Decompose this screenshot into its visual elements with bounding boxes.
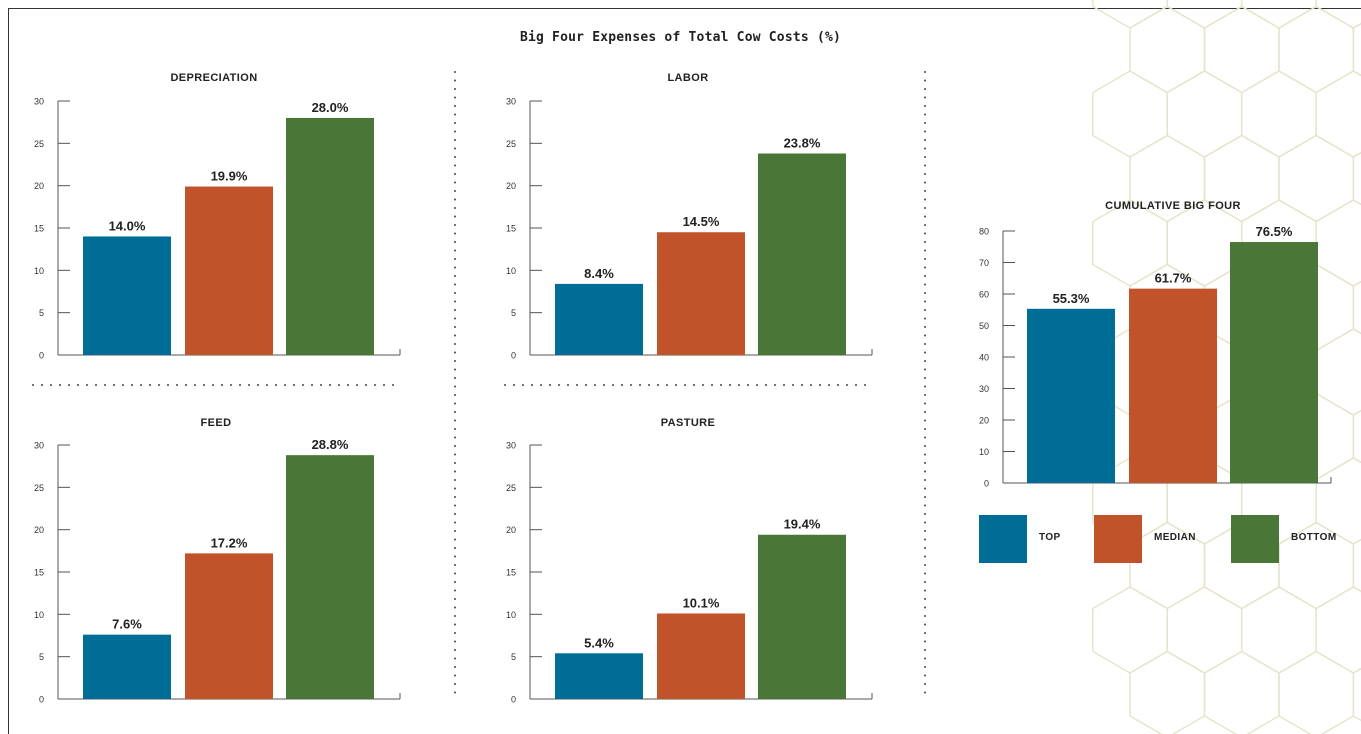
bar-bottom — [286, 117, 374, 355]
y-tick-label: 30 — [34, 97, 44, 107]
y-tick-label: 15 — [34, 568, 44, 578]
chart-pasture: PASTURE 0 5 10 15 20 25 30 5.4% 10.1% 19.4% — [506, 417, 873, 705]
y-tick-label: 20 — [506, 181, 516, 191]
data-label-bottom: 28.8% — [312, 437, 349, 452]
figure-title: Big Four Expenses of Total Cow Costs (%) — [519, 30, 842, 45]
chart-depreciation: DEPRECIATION 0 5 10 15 20 25 30 14.0% 19.9% 28.0% — [34, 72, 401, 361]
chart-feed: FEED 0 5 10 15 20 25 30 7.6% 17.2% 28.8% — [34, 417, 401, 705]
bar-median — [185, 553, 273, 699]
bar-median — [657, 613, 745, 699]
legend-swatch-median — [1094, 515, 1142, 563]
y-tick-label: 80 — [979, 227, 989, 237]
data-label-top: 55.3% — [1053, 291, 1090, 306]
y-tick-label: 30 — [979, 384, 989, 394]
bar-top — [1027, 308, 1115, 483]
bar-top — [555, 283, 643, 355]
data-label-bottom: 23.8% — [784, 135, 821, 150]
y-tick-label: 0 — [984, 479, 989, 489]
y-tick-label: 15 — [34, 224, 44, 234]
legend-swatch-bottom — [1231, 515, 1279, 563]
y-tick-label: 0 — [39, 695, 44, 705]
data-label-top: 7.6% — [112, 617, 142, 632]
hexagon-shape — [1352, 667, 1361, 722]
y-tick-label: 20 — [34, 525, 44, 535]
y-tick-label: 10 — [506, 266, 516, 276]
data-label-median: 17.2% — [211, 535, 248, 550]
y-tick-label: 5 — [39, 652, 44, 662]
y-tick-label: 50 — [979, 321, 989, 331]
figure-frame — [8, 8, 1361, 734]
bar-bottom — [1230, 242, 1318, 483]
data-label-median: 10.1% — [683, 595, 720, 610]
y-tick-label: 70 — [979, 258, 989, 268]
y-tick-label: 20 — [979, 416, 989, 426]
data-label-bottom: 76.5% — [1256, 224, 1293, 239]
chart-title: PASTURE — [661, 417, 716, 429]
bar-bottom — [286, 455, 374, 699]
bar-top — [83, 634, 171, 699]
data-label-top: 8.4% — [584, 266, 614, 281]
data-label-median: 61.7% — [1155, 271, 1192, 286]
y-tick-label: 5 — [511, 308, 516, 318]
y-tick-label: 10 — [34, 266, 44, 276]
y-tick-label: 60 — [979, 290, 989, 300]
data-label-bottom: 28.0% — [312, 100, 349, 115]
legend-label-top: TOP — [1039, 532, 1061, 543]
y-tick-label: 25 — [506, 483, 516, 493]
y-tick-label: 15 — [506, 224, 516, 234]
bar-median — [185, 186, 273, 355]
y-tick-label: 30 — [34, 441, 44, 451]
chart-title: FEED — [201, 417, 232, 429]
y-tick-label: 30 — [506, 97, 516, 107]
data-label-top: 14.0% — [109, 218, 146, 233]
chart-title: LABOR — [667, 72, 708, 84]
y-tick-label: 0 — [511, 695, 516, 705]
data-label-median: 14.5% — [683, 214, 720, 229]
y-tick-label: 40 — [979, 353, 989, 363]
y-tick-label: 30 — [506, 441, 516, 451]
data-label-median: 19.9% — [211, 169, 248, 184]
y-tick-label: 5 — [39, 308, 44, 318]
y-tick-label: 5 — [511, 652, 516, 662]
bar-median — [1129, 288, 1217, 483]
legend-swatch-top — [979, 515, 1027, 563]
y-tick-label: 25 — [34, 139, 44, 149]
bar-bottom — [758, 153, 846, 355]
y-tick-label: 10 — [34, 610, 44, 620]
data-label-top: 5.4% — [584, 635, 614, 650]
y-tick-label: 25 — [34, 483, 44, 493]
y-tick-label: 0 — [511, 351, 516, 361]
chart-cumulative: CUMULATIVE BIG FOUR 0 10 20 30 40 50 60 70 80 55.3… — [979, 200, 1332, 489]
y-tick-label: 15 — [506, 568, 516, 578]
chart-title: CUMULATIVE BIG FOUR — [1105, 200, 1241, 212]
legend-label-median: MEDIAN — [1154, 532, 1196, 543]
y-tick-label: 0 — [39, 351, 44, 361]
y-tick-label: 20 — [34, 181, 44, 191]
bar-top — [83, 236, 171, 355]
y-tick-label: 10 — [979, 447, 989, 457]
y-tick-label: 10 — [506, 610, 516, 620]
y-tick-label: 20 — [506, 525, 516, 535]
legend-label-bottom: BOTTOM — [1291, 532, 1337, 543]
dotted-separators — [32, 71, 926, 701]
data-label-bottom: 19.4% — [784, 517, 821, 532]
chart-title: DEPRECIATION — [170, 72, 257, 84]
chart-labor: LABOR 0 5 10 15 20 25 30 8.4% 14.5% 23.8% — [506, 72, 873, 361]
y-tick-label: 25 — [506, 139, 516, 149]
bar-top — [555, 653, 643, 699]
bar-median — [657, 232, 745, 355]
legend: TOP MEDIAN BOTTOM — [979, 515, 1349, 563]
bar-bottom — [758, 534, 846, 699]
